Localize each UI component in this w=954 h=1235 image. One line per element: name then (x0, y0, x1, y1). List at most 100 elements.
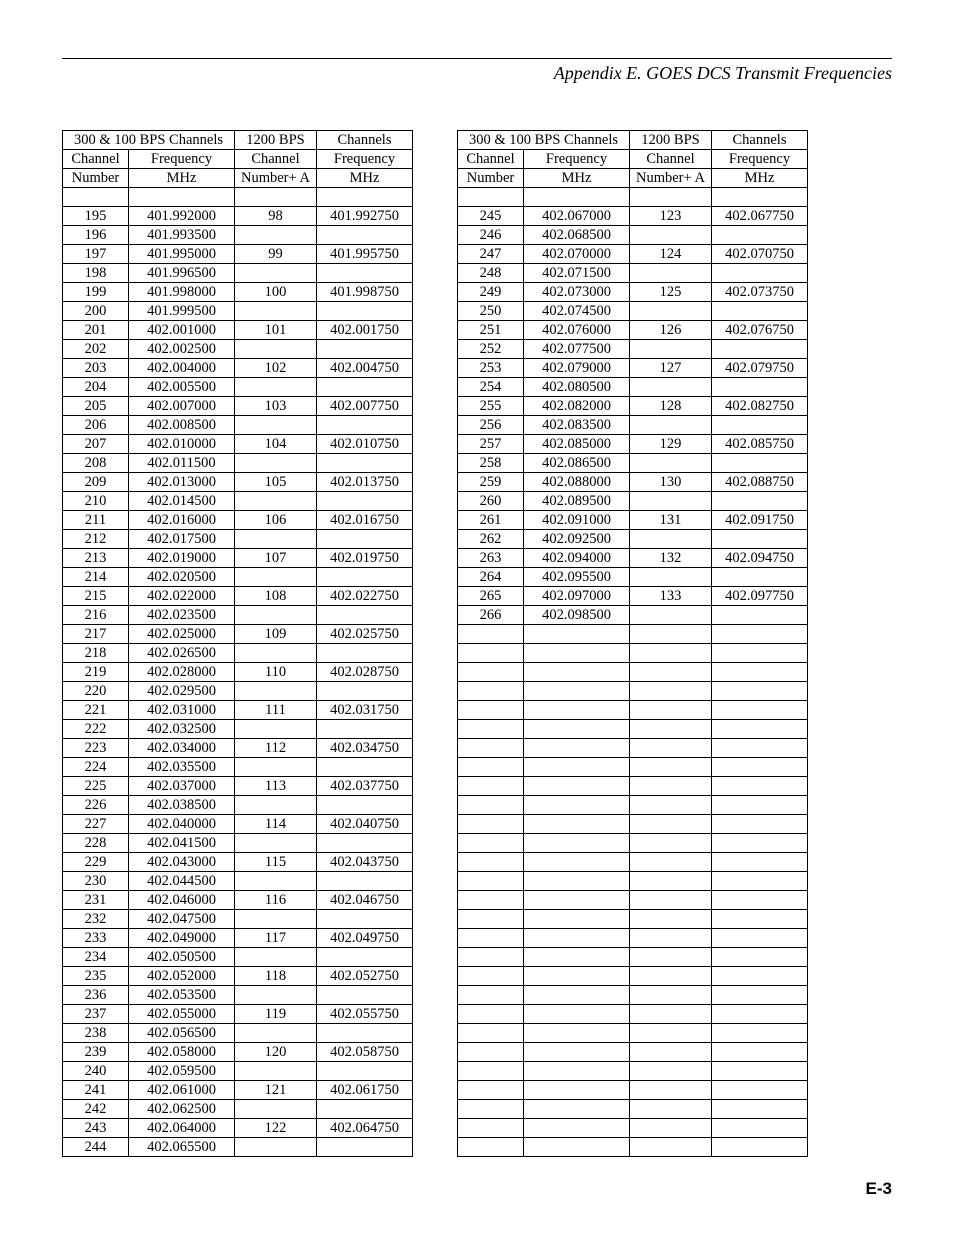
table-row: 212402.017500 (63, 530, 413, 549)
table-cell: 402.044500 (129, 872, 235, 891)
table-cell (712, 416, 808, 435)
table-row: 208402.011500 (63, 454, 413, 473)
header-rule (62, 58, 892, 59)
table-cell (524, 1062, 630, 1081)
table-cell: 220 (63, 682, 129, 701)
table-cell (630, 796, 712, 815)
table-cell (458, 758, 524, 777)
table-cell: 402.043000 (129, 853, 235, 872)
table-cell (458, 188, 524, 207)
table-row: 257402.085000129402.085750 (458, 435, 808, 454)
table-cell: 402.064750 (317, 1119, 413, 1138)
table-row: 248402.071500 (458, 264, 808, 283)
table-row: 224402.035500 (63, 758, 413, 777)
table-cell (524, 1138, 630, 1157)
table-cell (458, 1005, 524, 1024)
table-cell (317, 1138, 413, 1157)
table-cell (712, 625, 808, 644)
table-cell: 401.995000 (129, 245, 235, 264)
table-cell: 249 (458, 283, 524, 302)
table-cell: 402.073750 (712, 283, 808, 302)
table-cell: 402.094750 (712, 549, 808, 568)
table-cell (458, 682, 524, 701)
table-cell: 245 (458, 207, 524, 226)
table-cell: 113 (235, 777, 317, 796)
table-cell: 402.022750 (317, 587, 413, 606)
table-cell (712, 967, 808, 986)
table-row: 264402.095500 (458, 568, 808, 587)
table-cell (458, 625, 524, 644)
table-cell: 198 (63, 264, 129, 283)
freq-table-left: 300 & 100 BPS Channels 1200 BPS Channels… (62, 130, 413, 1157)
table-cell (630, 891, 712, 910)
table-cell (712, 568, 808, 587)
table-row: 253402.079000127402.079750 (458, 359, 808, 378)
table-cell (524, 625, 630, 644)
col-header: 300 & 100 BPS Channels (458, 131, 630, 150)
table-cell: 402.059500 (129, 1062, 235, 1081)
table-cell (712, 948, 808, 967)
table-cell (317, 1024, 413, 1043)
table-row (458, 872, 808, 891)
table-cell (524, 758, 630, 777)
table-cell (524, 834, 630, 853)
table-cell (235, 644, 317, 663)
table-cell: 234 (63, 948, 129, 967)
table-cell (630, 663, 712, 682)
table-cell: 402.046750 (317, 891, 413, 910)
table-cell: 402.085750 (712, 435, 808, 454)
table-cell (712, 758, 808, 777)
table-cell: 199 (63, 283, 129, 302)
table-cell: 402.068500 (524, 226, 630, 245)
table-cell (317, 948, 413, 967)
table-cell (235, 378, 317, 397)
table-row: 196401.993500 (63, 226, 413, 245)
table-cell: 401.993500 (129, 226, 235, 245)
table-row: 229402.043000115402.043750 (63, 853, 413, 872)
table-cell (712, 682, 808, 701)
table-row: 232402.047500 (63, 910, 413, 929)
table-cell: 402.055750 (317, 1005, 413, 1024)
col-header: Number (458, 169, 524, 188)
table-cell (712, 872, 808, 891)
table-cell (524, 967, 630, 986)
table-cell (712, 644, 808, 663)
table-cell (235, 492, 317, 511)
table-cell (712, 986, 808, 1005)
table-cell: 402.052000 (129, 967, 235, 986)
table-cell (524, 1081, 630, 1100)
table-cell: 401.996500 (129, 264, 235, 283)
table-row (458, 1024, 808, 1043)
table-row: 221402.031000111402.031750 (63, 701, 413, 720)
table-cell (630, 1024, 712, 1043)
table-row: 226402.038500 (63, 796, 413, 815)
table-row (458, 796, 808, 815)
table-cell (524, 872, 630, 891)
table-cell: 131 (630, 511, 712, 530)
table-cell: 216 (63, 606, 129, 625)
table-cell (524, 910, 630, 929)
table-cell: 402.034000 (129, 739, 235, 758)
table-cell (317, 834, 413, 853)
table-cell: 402.014500 (129, 492, 235, 511)
table-cell: 229 (63, 853, 129, 872)
table-cell (235, 872, 317, 891)
table-cell (630, 758, 712, 777)
table-cell: 209 (63, 473, 129, 492)
table-cell: 402.017500 (129, 530, 235, 549)
table-row: 198401.996500 (63, 264, 413, 283)
table-cell: 401.992000 (129, 207, 235, 226)
table-row: 252402.077500 (458, 340, 808, 359)
table-head: 300 & 100 BPS Channels 1200 BPS Channels… (458, 131, 808, 188)
table-cell: 402.040750 (317, 815, 413, 834)
table-row: 238402.056500 (63, 1024, 413, 1043)
table-cell (712, 1005, 808, 1024)
table-cell (235, 302, 317, 321)
table-cell (317, 188, 413, 207)
table-row: 206402.008500 (63, 416, 413, 435)
table-cell (712, 891, 808, 910)
col-header: 300 & 100 BPS Channels (63, 131, 235, 150)
table-cell: 402.082750 (712, 397, 808, 416)
table-cell (712, 663, 808, 682)
table-cell: 402.067750 (712, 207, 808, 226)
